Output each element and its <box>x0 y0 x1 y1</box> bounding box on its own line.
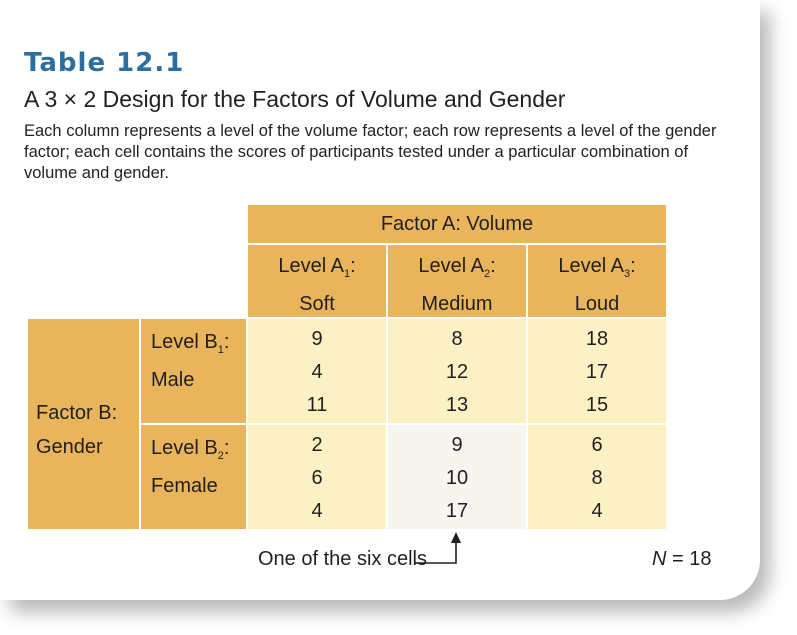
column-name: Medium <box>421 293 493 315</box>
table-number: Table 12.1 <box>24 48 185 78</box>
sample-size: N = 18 <box>652 548 712 570</box>
factor-b-line1: Factor B: <box>36 402 118 424</box>
row-name: Male <box>151 369 195 391</box>
table-title: A 3 × 2 Design for the Factors of Volume… <box>24 86 566 112</box>
table-description: Each column represents a level of the vo… <box>24 122 717 182</box>
data-cell: 8 12 13 <box>388 319 526 423</box>
factor-b-header: Factor B: Gender <box>28 319 139 529</box>
factor-a-label: Factor A: Volume <box>380 213 534 235</box>
column-header-a1: Level A1: Soft <box>248 245 386 317</box>
cell-annotation: One of the six cells <box>258 548 427 570</box>
column-header-a2: Level A2: Medium <box>388 245 526 317</box>
row-header-b1: Level B1: Male <box>141 319 246 423</box>
row-header-b2: Level B2: Female <box>141 425 246 529</box>
factor-a-header: Factor A: Volume <box>248 205 666 243</box>
highlighted-cell: 9 10 17 <box>388 425 526 529</box>
data-cell: 9 4 11 <box>248 319 386 423</box>
annotation-arrow-icon <box>414 532 461 564</box>
data-cell: 18 17 15 <box>528 319 666 423</box>
column-name: Soft <box>299 293 335 315</box>
factor-b-line2: Gender <box>36 436 103 458</box>
column-header-a3: Level A3: Loud <box>528 245 666 317</box>
column-name: Loud <box>574 293 620 315</box>
row-name: Female <box>151 475 218 497</box>
